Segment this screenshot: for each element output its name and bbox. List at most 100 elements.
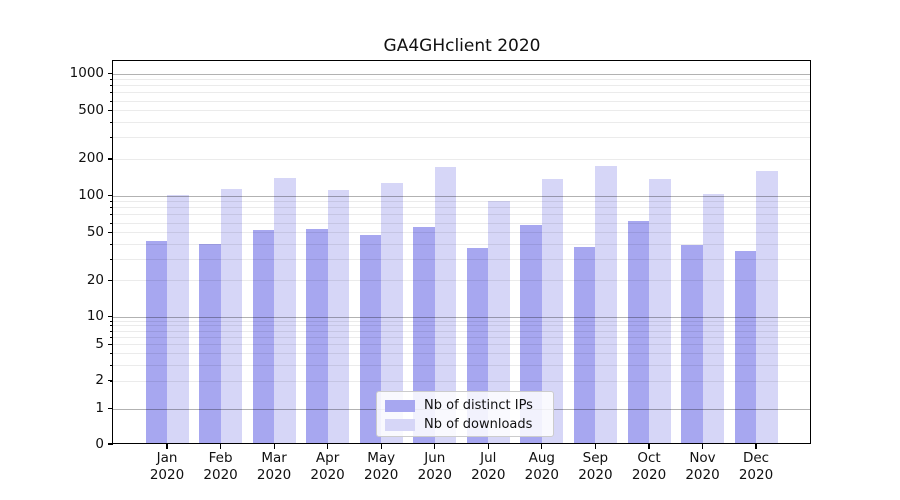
bar-distinct-ips	[573, 246, 596, 444]
x-axis-tick-label: Apr 2020	[310, 450, 345, 483]
gridline-y-minor	[113, 320, 811, 322]
gridline-y-minor	[113, 380, 811, 382]
bar-distinct-ips	[413, 227, 435, 444]
y-axis-minor-tick	[110, 137, 113, 139]
gridline-y-minor	[113, 336, 811, 338]
gridline-y-minor	[113, 122, 811, 124]
y-axis-tick-label: 20	[86, 271, 104, 288]
gridline-y-minor	[113, 137, 811, 139]
y-axis-tick	[108, 343, 113, 345]
legend-swatch-distinct-ips	[385, 399, 415, 412]
bar-downloads	[381, 182, 403, 444]
x-axis-tick	[701, 444, 704, 449]
y-axis-minor-tick	[110, 122, 113, 124]
y-axis-tick	[108, 407, 113, 410]
gridline-y-minor	[113, 330, 811, 332]
y-axis-tick	[108, 315, 113, 318]
y-axis-tick-label: 10	[86, 308, 104, 324]
x-axis-tick	[434, 444, 436, 449]
bar-distinct-ips	[306, 229, 328, 444]
bar-distinct-ips	[359, 235, 382, 444]
legend-item-downloads: Nb of downloads	[385, 415, 553, 434]
x-axis-tick	[380, 444, 382, 449]
gridline-y-minor	[113, 92, 811, 94]
y-axis-minor-tick	[110, 325, 113, 327]
legend-label: Nb of downloads	[424, 417, 533, 432]
gridline-y-minor	[113, 325, 811, 327]
chart-title: GA4GHclient 2020	[383, 36, 541, 56]
x-axis-tick	[594, 444, 597, 449]
gridline-y-minor	[113, 214, 811, 216]
x-axis-tick	[648, 444, 650, 449]
x-axis-tick	[541, 444, 543, 449]
y-axis-minor-tick	[110, 353, 113, 355]
y-axis-tick	[108, 279, 113, 281]
y-axis-tick	[108, 109, 113, 111]
y-axis-tick-label: 50	[86, 223, 104, 240]
bar-distinct-ips	[734, 250, 756, 444]
y-axis-minor-tick	[110, 79, 113, 81]
y-axis-tick	[108, 158, 113, 160]
x-axis-tick-label: Oct 2020	[631, 450, 667, 483]
gridline-y-minor	[113, 79, 811, 81]
x-axis-tick-label: May 2020	[364, 450, 399, 483]
bar-downloads	[220, 189, 243, 444]
y-axis-minor-tick	[110, 214, 113, 216]
x-axis-tick-label: Feb 2020	[203, 450, 238, 483]
bar-downloads	[756, 171, 778, 444]
gridline-y-major	[113, 195, 811, 197]
y-axis-minor-tick	[110, 201, 113, 203]
y-axis-tick-label: 2	[95, 372, 104, 389]
x-axis-tick-label: Nov 2020	[685, 450, 720, 483]
legend-label: Nb of distinct IPs	[424, 398, 533, 413]
y-axis-tick-label: 200	[78, 150, 104, 167]
gridline-y-major	[113, 73, 811, 75]
gridline-y-minor	[113, 207, 811, 209]
gridline-y-minor	[113, 280, 811, 282]
gridline-y-minor	[113, 85, 811, 87]
y-axis-minor-tick	[110, 336, 113, 338]
bar-downloads	[434, 166, 457, 444]
bar-distinct-ips	[520, 225, 542, 444]
y-axis-tick	[108, 231, 113, 233]
gridline-y-minor	[113, 100, 811, 102]
x-axis-tick	[166, 444, 168, 449]
bar-distinct-ips	[681, 245, 703, 444]
x-axis-tick-label: Jun 2020	[417, 450, 452, 483]
bar-downloads	[488, 200, 510, 444]
x-axis-tick-label: Dec 2020	[738, 450, 774, 483]
legend: Nb of distinct IPs Nb of downloads	[376, 391, 554, 437]
x-axis-tick-label: Sep 2020	[578, 450, 613, 483]
x-axis-tick	[487, 444, 489, 449]
gridline-y-minor	[113, 258, 811, 260]
x-axis-tick-label: Mar 2020	[256, 450, 292, 483]
bar-downloads	[167, 194, 189, 444]
bar-downloads	[541, 179, 564, 444]
bar-downloads	[327, 189, 350, 444]
y-axis-minor-tick	[110, 92, 113, 94]
bar-distinct-ips	[252, 230, 275, 444]
x-axis-tick	[273, 444, 275, 449]
bar-downloads	[649, 179, 671, 444]
bar-downloads	[702, 193, 724, 444]
gridline-y-minor	[113, 364, 811, 366]
bar-distinct-ips	[145, 241, 167, 444]
x-axis-tick	[327, 444, 329, 449]
y-axis-minor-tick	[110, 364, 113, 366]
x-axis-tick	[755, 444, 757, 449]
gridline-y-minor	[113, 158, 811, 160]
x-axis-tick-label: Jan 2020	[149, 450, 185, 483]
y-axis-tick	[108, 72, 113, 75]
y-axis-minor-tick	[110, 320, 113, 322]
gridline-y-major	[113, 316, 811, 318]
y-axis-tick-label: 500	[78, 101, 104, 118]
x-axis-tick-label: Aug 2020	[524, 450, 559, 483]
gridline-y-minor	[113, 110, 811, 112]
gridline-y-minor	[113, 201, 811, 203]
x-axis-tick	[219, 444, 222, 449]
gridline-y-minor	[113, 243, 811, 245]
x-axis-tick-label: Jul 2020	[471, 450, 506, 483]
y-axis-minor-tick	[110, 100, 113, 102]
y-axis-minor-tick	[110, 258, 113, 260]
